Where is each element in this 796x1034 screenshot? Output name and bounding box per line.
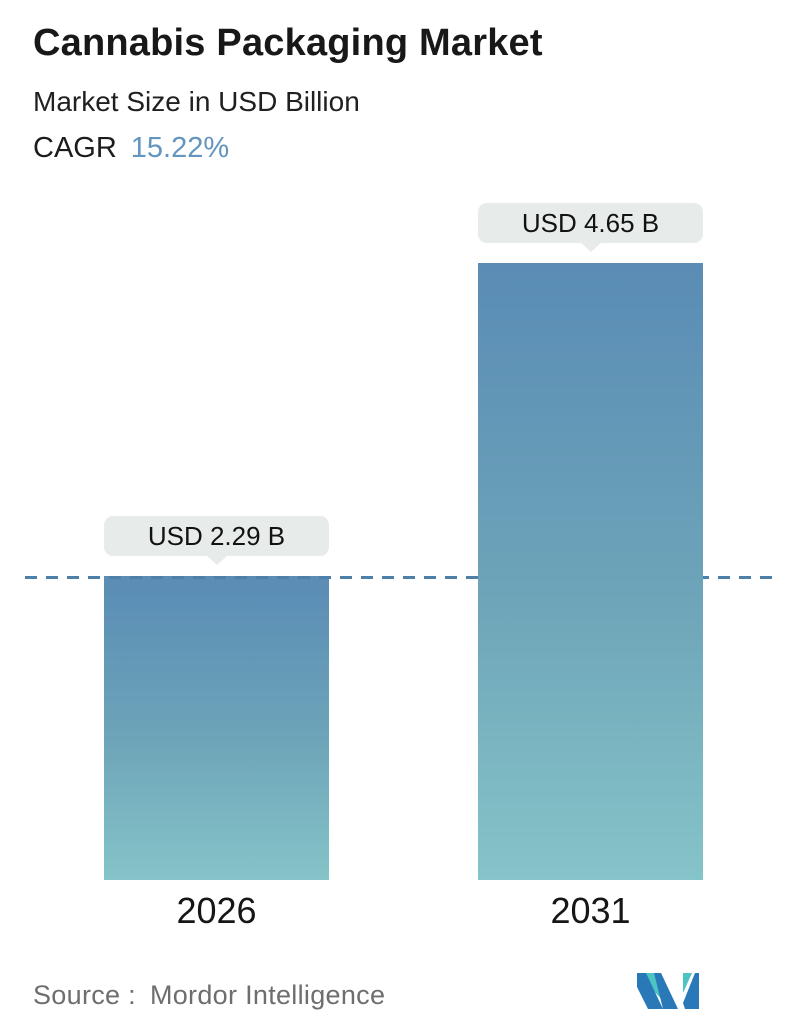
bar-2026 [104,576,329,880]
value-badge-tail [205,555,228,565]
cagr-value: 15.22% [130,132,230,164]
bar-2031 [478,263,703,880]
cagr-row: CAGR 15.22% [33,132,229,165]
value-badge-text: USD 4.65 B [521,207,660,238]
chart-subtitle: Market Size in USD Billion [33,86,360,117]
page-title: Cannabis Packaging Market [33,22,543,64]
source-attribution: Source : Mordor Intelligence [33,980,385,1011]
reference-dashed-line [25,576,778,579]
cagr-label: CAGR [33,132,117,164]
mordor-intelligence-logo [637,973,699,1009]
x-axis-label-2031: 2031 [550,890,631,931]
value-badge-text: USD 2.29 B [147,520,286,551]
source-label: Source : [33,980,136,1010]
value-badge-2026: USD 2.29 B [104,516,329,565]
x-axis-label-2026: 2026 [176,890,257,931]
source-value: Mordor Intelligence [149,980,386,1010]
value-badge-tail [579,242,602,252]
value-badge-2031: USD 4.65 B [478,203,703,252]
